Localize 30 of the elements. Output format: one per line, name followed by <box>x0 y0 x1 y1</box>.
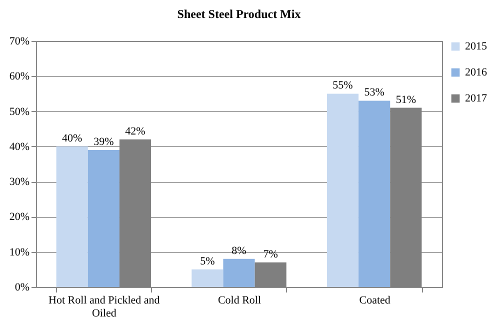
y-tick-label: 10% <box>9 246 30 258</box>
y-tick-label: 0% <box>14 282 30 294</box>
bar <box>223 258 255 287</box>
bar <box>56 146 88 287</box>
bar <box>192 269 224 287</box>
legend-label: 2015 <box>465 40 488 52</box>
data-label: 7% <box>263 248 278 260</box>
legend-label: 2016 <box>465 66 488 78</box>
chart-title: Sheet Steel Product Mix <box>177 7 301 21</box>
data-label: 42% <box>125 125 146 138</box>
data-label: 55% <box>332 80 353 92</box>
bar <box>88 150 120 287</box>
data-label: 51% <box>396 94 416 106</box>
x-tick-label: Coated <box>359 294 391 306</box>
data-label: 40% <box>62 132 82 144</box>
x-tick-label: Hot Roll and Pickled and Oiled <box>48 294 160 320</box>
bar <box>326 94 359 287</box>
data-label: 5% <box>200 255 215 268</box>
data-label: 39% <box>94 136 114 148</box>
bar <box>358 100 390 287</box>
y-tick-label: 40% <box>9 140 30 153</box>
y-tick-label: 50% <box>9 106 30 118</box>
x-tick-label: Cold Roll <box>218 294 262 306</box>
y-tick-label: 70% <box>9 36 30 48</box>
y-tick-label: 60% <box>9 70 30 83</box>
data-label: 53% <box>364 86 384 99</box>
y-tick-label: 20% <box>9 211 30 224</box>
y-tick-label: 30% <box>9 176 30 188</box>
data-label: 8% <box>232 244 246 257</box>
legend-label: 2017 <box>465 92 488 104</box>
